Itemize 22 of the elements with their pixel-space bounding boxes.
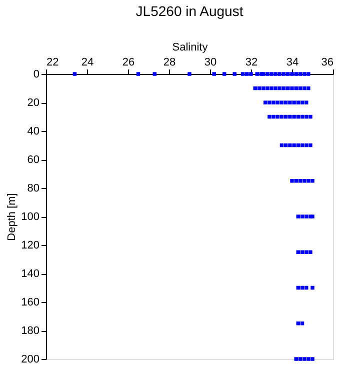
- y-tick-label: 40: [27, 126, 40, 138]
- y-tick-label: 160: [21, 296, 40, 308]
- y-tick-label: 60: [27, 154, 40, 166]
- y-tick-label: 80: [27, 182, 40, 194]
- x-tick-label: 28: [163, 56, 176, 68]
- y-tick-label: 140: [21, 268, 40, 280]
- y-tick-label: 120: [21, 240, 40, 252]
- x-tick-label: 36: [321, 56, 334, 68]
- y-axis-title: Depth [m]: [6, 193, 18, 241]
- x-axis-title: Salinity: [172, 42, 208, 54]
- chart-title: JL5260 in August: [136, 3, 244, 19]
- x-tick-label: 34: [286, 56, 299, 68]
- x-tick-label: 26: [122, 56, 135, 68]
- y-tick-label: 20: [27, 97, 40, 109]
- y-tick-label: 200: [21, 354, 40, 366]
- x-tick-label: 24: [81, 56, 94, 68]
- x-tick-label: 32: [245, 56, 258, 68]
- y-tick-label: 0: [33, 68, 40, 80]
- x-tick-label: 22: [46, 56, 59, 68]
- y-tick-label: 180: [21, 325, 40, 337]
- y-tick-label: 100: [21, 211, 40, 223]
- x-tick-label: 30: [204, 56, 217, 68]
